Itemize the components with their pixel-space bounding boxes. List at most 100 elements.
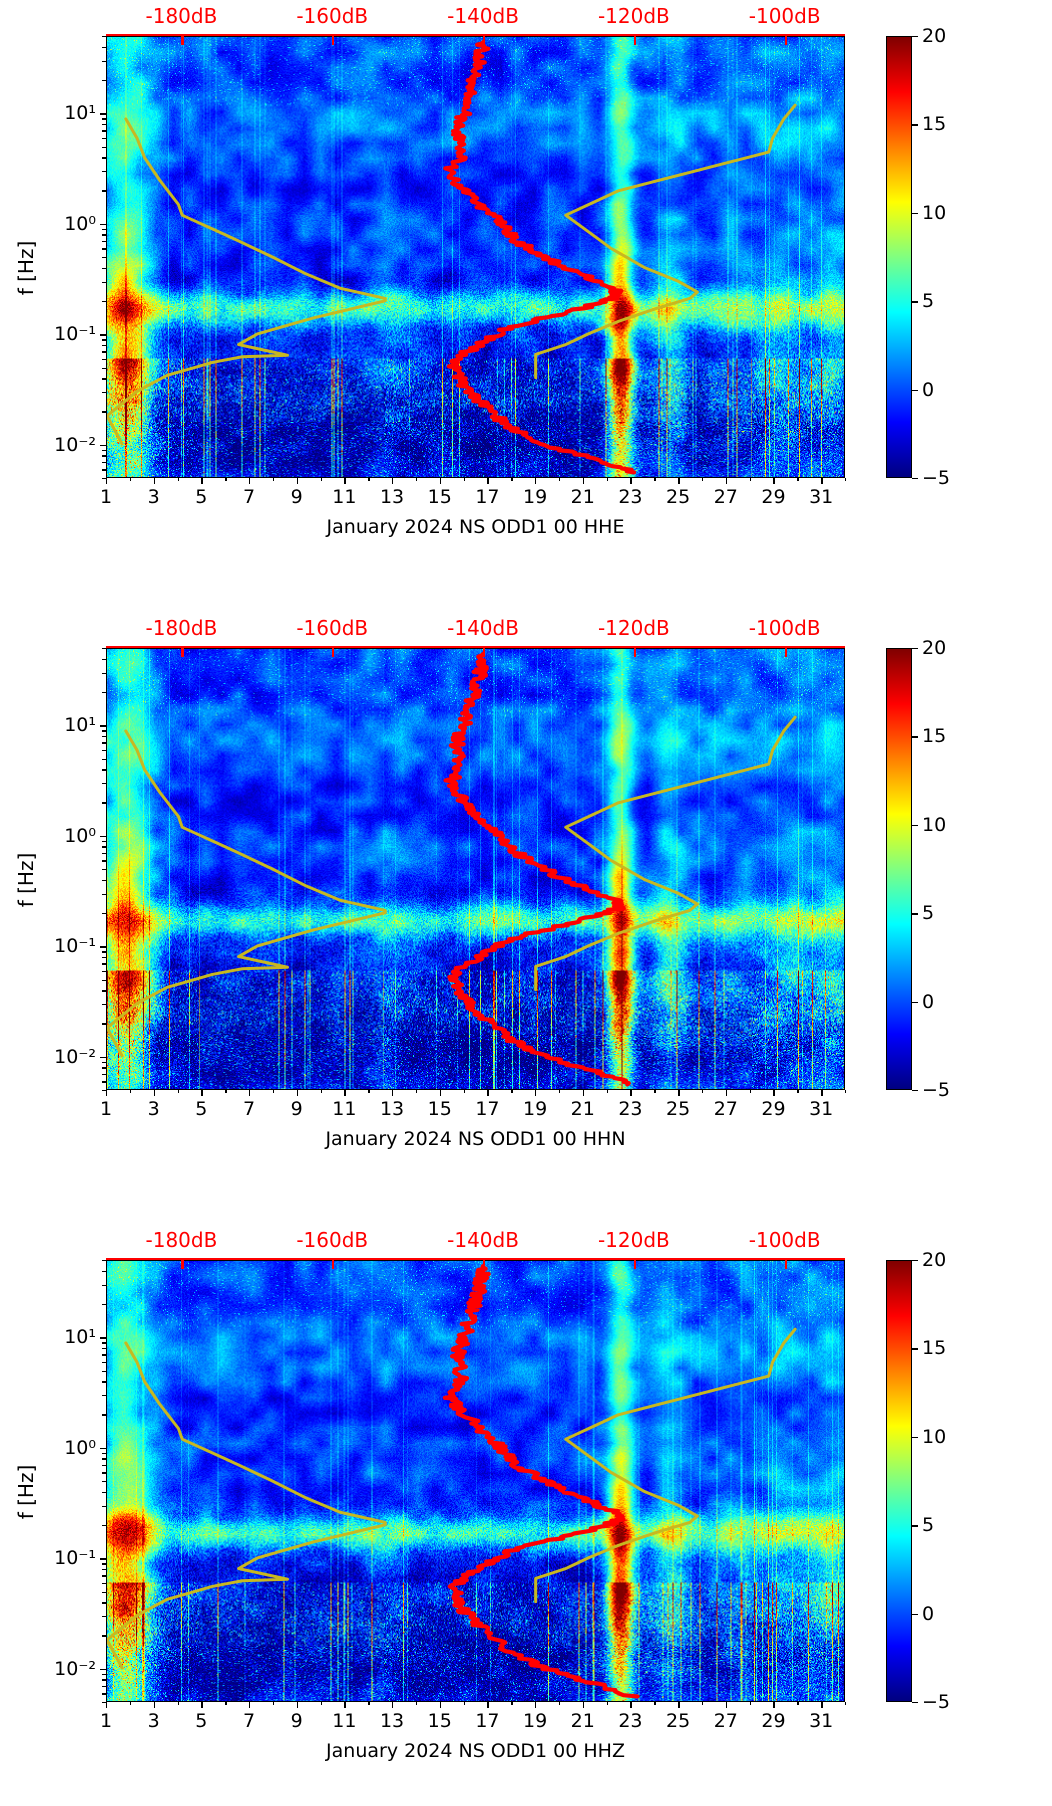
colorbar-label: 0 xyxy=(922,990,935,1013)
axes-area-3 xyxy=(106,1260,845,1702)
y-axis-minor-tick xyxy=(102,1067,106,1069)
x-axis-tick xyxy=(249,1090,251,1096)
spectrogram-image-1 xyxy=(107,37,844,477)
x-axis-label: 29 xyxy=(761,1710,786,1732)
y-axis-minor-tick xyxy=(102,1303,106,1306)
x-axis-label: 29 xyxy=(761,486,786,508)
x-axis-tick xyxy=(797,1090,799,1093)
y-axis-minor-tick xyxy=(102,1260,106,1262)
x-axis-label: 5 xyxy=(195,1710,208,1732)
colorbar-tick xyxy=(912,736,918,738)
db-axis-tick xyxy=(633,36,637,45)
colorbar-tick xyxy=(912,124,918,126)
colorbar-tick xyxy=(912,648,918,650)
y-axis-tick xyxy=(100,835,106,838)
x-axis-label: 9 xyxy=(290,486,303,508)
db-axis-tick xyxy=(332,648,335,657)
x-axis-label: 31 xyxy=(809,1710,834,1732)
mean-psd-curve xyxy=(443,39,637,475)
x-axis-label: 27 xyxy=(713,486,738,508)
x-axis-tick xyxy=(320,478,322,481)
y-axis-minor-tick xyxy=(102,392,106,394)
x-axis-label: 21 xyxy=(570,1098,595,1120)
x-axis-label: 25 xyxy=(666,1710,691,1732)
y-axis-minor-tick xyxy=(102,951,106,953)
colorbar-label: 0 xyxy=(922,1602,935,1625)
y-axis-label: 10⁻¹ xyxy=(54,935,96,958)
x-axis-tick xyxy=(106,1702,108,1708)
y-axis-minor-tick xyxy=(102,478,106,480)
x-axis-tick xyxy=(344,478,346,484)
colorbar-gradient xyxy=(887,1261,911,1701)
y-axis-minor-tick xyxy=(102,1414,106,1416)
curve-overlay-3 xyxy=(107,1263,797,1699)
x-axis-tick xyxy=(249,1702,251,1708)
x-axis-label: 19 xyxy=(523,1098,548,1120)
db-axis-label: -100dB xyxy=(748,4,821,28)
x-axis-tick xyxy=(821,1090,823,1096)
x-axis-tick xyxy=(511,478,513,481)
y-axis-minor-tick xyxy=(102,1481,106,1483)
x-axis-tick xyxy=(582,478,585,484)
x-axis-tick xyxy=(177,1090,179,1093)
x-axis-label: 11 xyxy=(332,1710,357,1732)
x-axis-label: 27 xyxy=(713,1710,738,1732)
y-axis-minor-tick xyxy=(102,1395,106,1397)
y-axis-minor-tick xyxy=(102,1693,106,1695)
y-axis-minor-tick xyxy=(102,1090,106,1092)
db-axis-tick xyxy=(784,1260,787,1269)
y-axis-minor-tick xyxy=(102,228,106,231)
db-axis-label: -120dB xyxy=(597,4,670,28)
y-axis-minor-tick xyxy=(102,783,106,785)
db-axis-bar xyxy=(106,646,845,649)
db-axis-tick xyxy=(483,648,486,657)
x-axis-label: 1 xyxy=(99,1710,113,1732)
db-axis-tick xyxy=(784,36,787,45)
x-axis-label: 17 xyxy=(475,486,500,508)
colorbar-tick xyxy=(912,1613,918,1615)
y-axis-minor-tick xyxy=(102,1635,106,1637)
x-axis-tick xyxy=(201,1702,203,1708)
colorbar-tick xyxy=(912,1090,918,1092)
y-axis-minor-tick xyxy=(102,648,106,650)
x-axis-label: 15 xyxy=(427,1710,452,1732)
colorbar-label: 10 xyxy=(922,813,947,836)
x-axis-tick xyxy=(463,1090,465,1093)
x-axis-label: 21 xyxy=(570,486,595,508)
x-axis-tick xyxy=(582,1702,585,1708)
db-axis-label: -180dB xyxy=(145,4,218,28)
colorbar-tick xyxy=(912,1702,918,1704)
x-axis-tick xyxy=(487,478,489,484)
x-axis-tick xyxy=(558,478,561,481)
colorbar-label: −5 xyxy=(922,1079,951,1101)
colorbar-gradient xyxy=(887,649,911,1089)
colorbar-tick xyxy=(912,212,918,215)
x-axis-tick xyxy=(558,1702,561,1705)
y-axis-minor-tick xyxy=(102,1284,106,1286)
y-axis-minor-tick xyxy=(102,79,106,82)
db-axis-tick xyxy=(483,36,486,45)
y-axis-minor-tick xyxy=(102,455,106,457)
y-axis-minor-tick xyxy=(102,1458,106,1460)
colorbar-label: 0 xyxy=(922,378,935,401)
y-axis-minor-tick xyxy=(102,130,106,132)
db-axis-label: -180dB xyxy=(145,1228,218,1252)
x-axis-tick xyxy=(129,478,132,481)
x-axis-tick xyxy=(392,1702,394,1708)
y-axis-minor-tick xyxy=(102,351,106,353)
colorbar-label: 5 xyxy=(922,1514,935,1537)
colorbar-tick xyxy=(912,1260,918,1262)
x-axis-tick xyxy=(654,1090,656,1093)
x-axis-tick xyxy=(415,478,418,481)
y-axis-label: 10⁰ xyxy=(64,212,96,235)
axes-area-2 xyxy=(106,648,845,1090)
x-axis-label: 23 xyxy=(618,1710,643,1732)
x-axis-tick xyxy=(701,1702,704,1705)
x-axis-tick xyxy=(153,478,156,484)
axes-area-1 xyxy=(106,36,845,478)
x-axis-tick xyxy=(773,478,775,484)
x-axis-tick xyxy=(439,478,442,484)
y-axis-minor-tick xyxy=(102,146,106,148)
y-axis-minor-tick xyxy=(102,60,106,62)
x-axis-tick xyxy=(558,1090,561,1093)
